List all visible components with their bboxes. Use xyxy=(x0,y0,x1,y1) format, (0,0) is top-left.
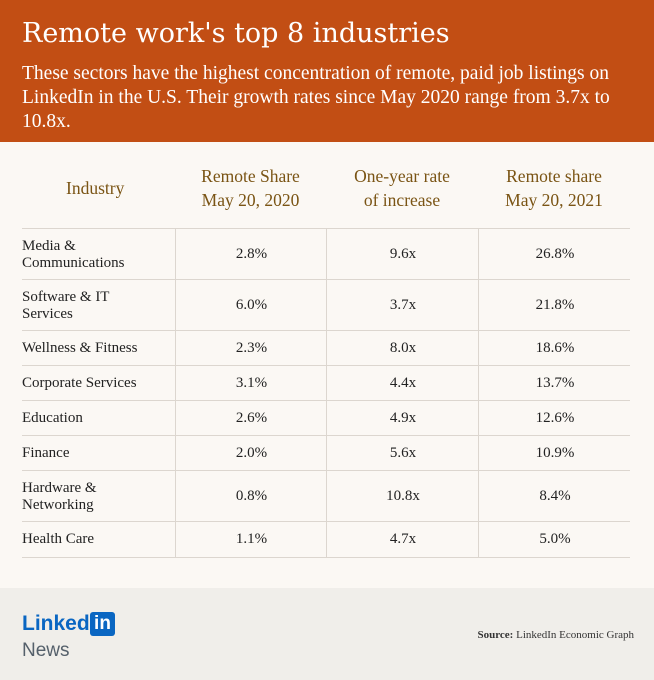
column-header-line: One-year rate xyxy=(354,166,450,186)
remote-share-2021-cell: 26.8% xyxy=(478,229,631,280)
industry-name-line: Hardware & xyxy=(22,479,97,496)
column-header-line: Remote share xyxy=(506,166,602,186)
industry-name-line: Health Care xyxy=(22,531,95,547)
industry-cell: Education xyxy=(22,401,170,436)
chart-title: Remote work's top 8 industries xyxy=(22,18,450,49)
table-row: Finance 2.0% 5.6x 10.9% xyxy=(22,435,630,471)
chart-subtitle: These sectors have the highest concentra… xyxy=(22,63,610,132)
industry-name-line: Software & IT xyxy=(22,288,110,305)
column-header-remote-share-2021: Remote share May 20, 2021 xyxy=(478,164,630,212)
industry-name-line: Media & xyxy=(22,237,76,254)
table-row: Corporate Services 3.1% 4.4x 13.7% xyxy=(22,365,630,401)
column-header-rate-of-increase: One-year rate of increase xyxy=(326,164,478,212)
logo-in-icon: in xyxy=(90,612,115,636)
remote-share-2021-cell: 5.0% xyxy=(478,522,631,557)
column-header-line: May 20, 2020 xyxy=(201,190,300,210)
industry-cell: Wellness & Fitness xyxy=(22,331,170,366)
table-row: Health Care 1.1% 4.7x 5.0% xyxy=(22,521,630,558)
remote-share-2020-cell: 3.1% xyxy=(175,366,327,401)
industry-name-line: Finance xyxy=(22,445,70,461)
industry-name-line: Wellness & Fitness xyxy=(22,340,138,356)
rate-of-increase-cell: 4.9x xyxy=(326,401,479,436)
table-row: Education 2.6% 4.9x 12.6% xyxy=(22,400,630,436)
remote-share-2021-cell: 12.6% xyxy=(478,401,631,436)
table-row: Software & IT Services 6.0% 3.7x 21.8% xyxy=(22,279,630,331)
industry-name-line: Corporate Services xyxy=(22,375,137,391)
column-header-remote-share-2020: Remote Share May 20, 2020 xyxy=(175,164,326,212)
source-note: Source: LinkedIn Economic Graph xyxy=(477,628,634,642)
remote-share-2021-cell: 10.9% xyxy=(478,436,631,471)
column-header-line: Remote Share xyxy=(201,166,300,186)
remote-share-2020-cell: 2.8% xyxy=(175,229,327,280)
logo-news-text: News xyxy=(22,640,70,661)
rate-of-increase-cell: 4.4x xyxy=(326,366,479,401)
source-label: Source: xyxy=(477,629,514,641)
rate-of-increase-cell: 9.6x xyxy=(326,229,479,280)
industry-cell: Software & IT Services xyxy=(22,280,170,331)
industry-name-line: Communications xyxy=(22,254,125,271)
rate-of-increase-cell: 5.6x xyxy=(326,436,479,471)
industry-cell: Hardware & Networking xyxy=(22,471,170,522)
remote-share-2021-cell: 21.8% xyxy=(478,280,631,331)
table-row: Wellness & Fitness 2.3% 8.0x 18.6% xyxy=(22,330,630,366)
remote-share-2021-cell: 13.7% xyxy=(478,366,631,401)
table-row: Hardware & Networking 0.8% 10.8x 8.4% xyxy=(22,470,630,522)
remote-share-2020-cell: 0.8% xyxy=(175,471,327,522)
remote-share-2020-cell: 6.0% xyxy=(175,280,327,331)
rate-of-increase-cell: 3.7x xyxy=(326,280,479,331)
industry-cell: Health Care xyxy=(22,522,170,557)
column-header-line: May 20, 2021 xyxy=(505,190,603,210)
rate-of-increase-cell: 10.8x xyxy=(326,471,479,522)
rate-of-increase-cell: 8.0x xyxy=(326,331,479,366)
remote-share-2020-cell: 2.0% xyxy=(175,436,327,471)
source-text: LinkedIn Economic Graph xyxy=(516,629,634,641)
industry-cell: Corporate Services xyxy=(22,366,170,401)
remote-share-2020-cell: 2.6% xyxy=(175,401,327,436)
industry-cell: Media & Communications xyxy=(22,229,170,280)
industry-name-line: Services xyxy=(22,305,73,322)
column-header-line: Industry xyxy=(66,178,125,198)
industry-cell: Finance xyxy=(22,436,170,471)
column-header-industry: Industry xyxy=(66,176,124,200)
industry-name-line: Education xyxy=(22,410,83,426)
remote-share-2020-cell: 2.3% xyxy=(175,331,327,366)
column-header-line: of increase xyxy=(363,190,441,210)
remote-share-2021-cell: 18.6% xyxy=(478,331,631,366)
table-row: Media & Communications 2.8% 9.6x 26.8% xyxy=(22,228,630,280)
remote-share-2021-cell: 8.4% xyxy=(478,471,631,522)
remote-share-2020-cell: 1.1% xyxy=(175,522,327,557)
logo-linked-text: Linked xyxy=(22,612,90,635)
header-banner: Remote work's top 8 industries These sec… xyxy=(0,0,654,142)
rate-of-increase-cell: 4.7x xyxy=(326,522,479,557)
industry-name-line: Networking xyxy=(22,496,94,513)
data-table: Industry Remote Share May 20, 2020 One-year… xyxy=(0,142,654,588)
footer: Linked in News Source: LinkedIn Economic… xyxy=(0,588,654,680)
